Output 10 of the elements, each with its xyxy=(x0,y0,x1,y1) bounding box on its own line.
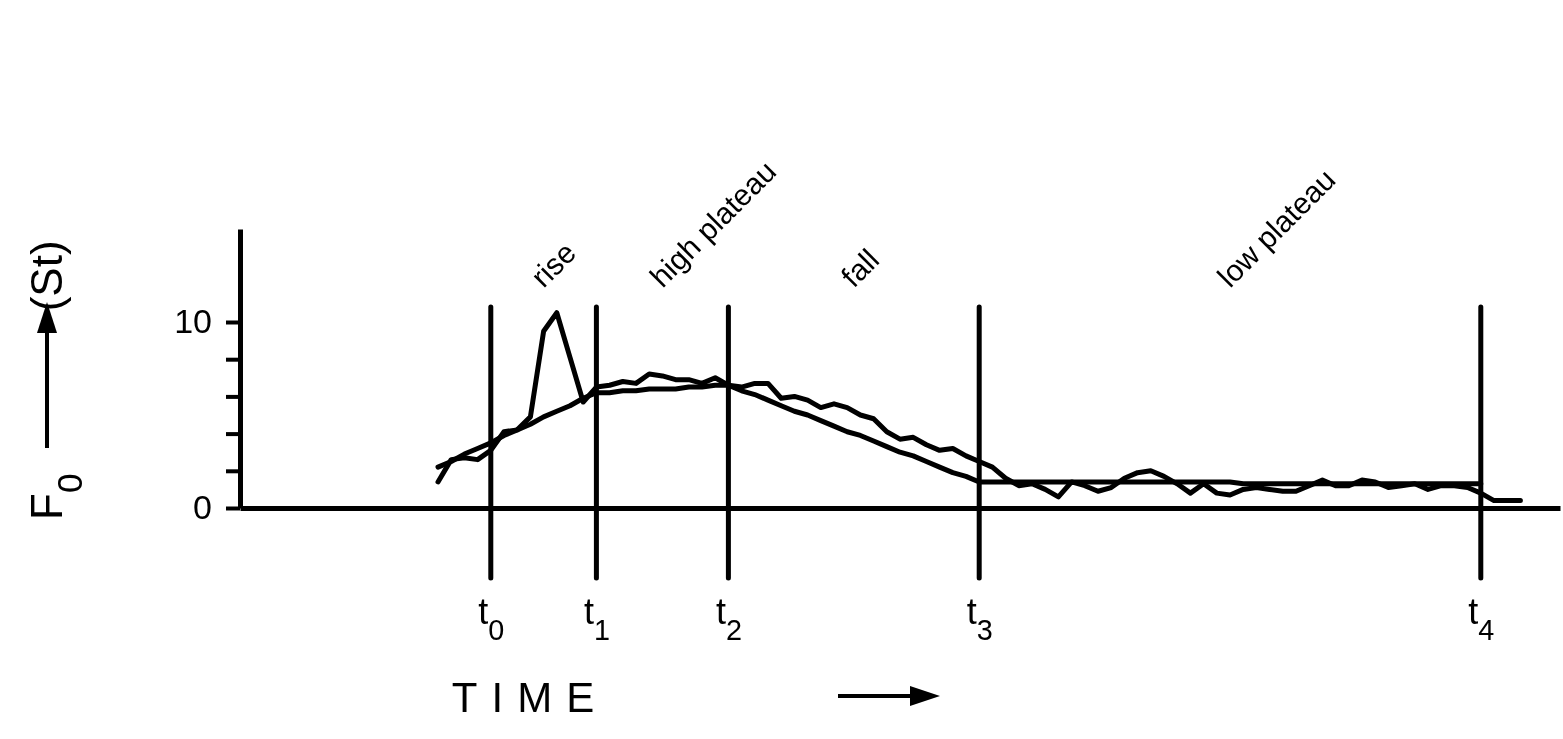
y-tick-label: 0 xyxy=(193,488,212,527)
x-tick-label: t$_{0}$ xyxy=(478,590,505,646)
annotation: rise xyxy=(524,235,583,294)
x-axis-title: TIME xyxy=(451,674,609,721)
x-tick-label: t$_{3}$ xyxy=(966,590,993,646)
y-tick-label: 10 xyxy=(174,302,212,341)
x-tick-label: t$_{1}$ xyxy=(583,590,610,646)
x-tick-label: t$_{4}$ xyxy=(1468,590,1495,646)
annotation: fall xyxy=(834,242,886,294)
x-tick-label: t$_{2}$ xyxy=(715,590,742,646)
